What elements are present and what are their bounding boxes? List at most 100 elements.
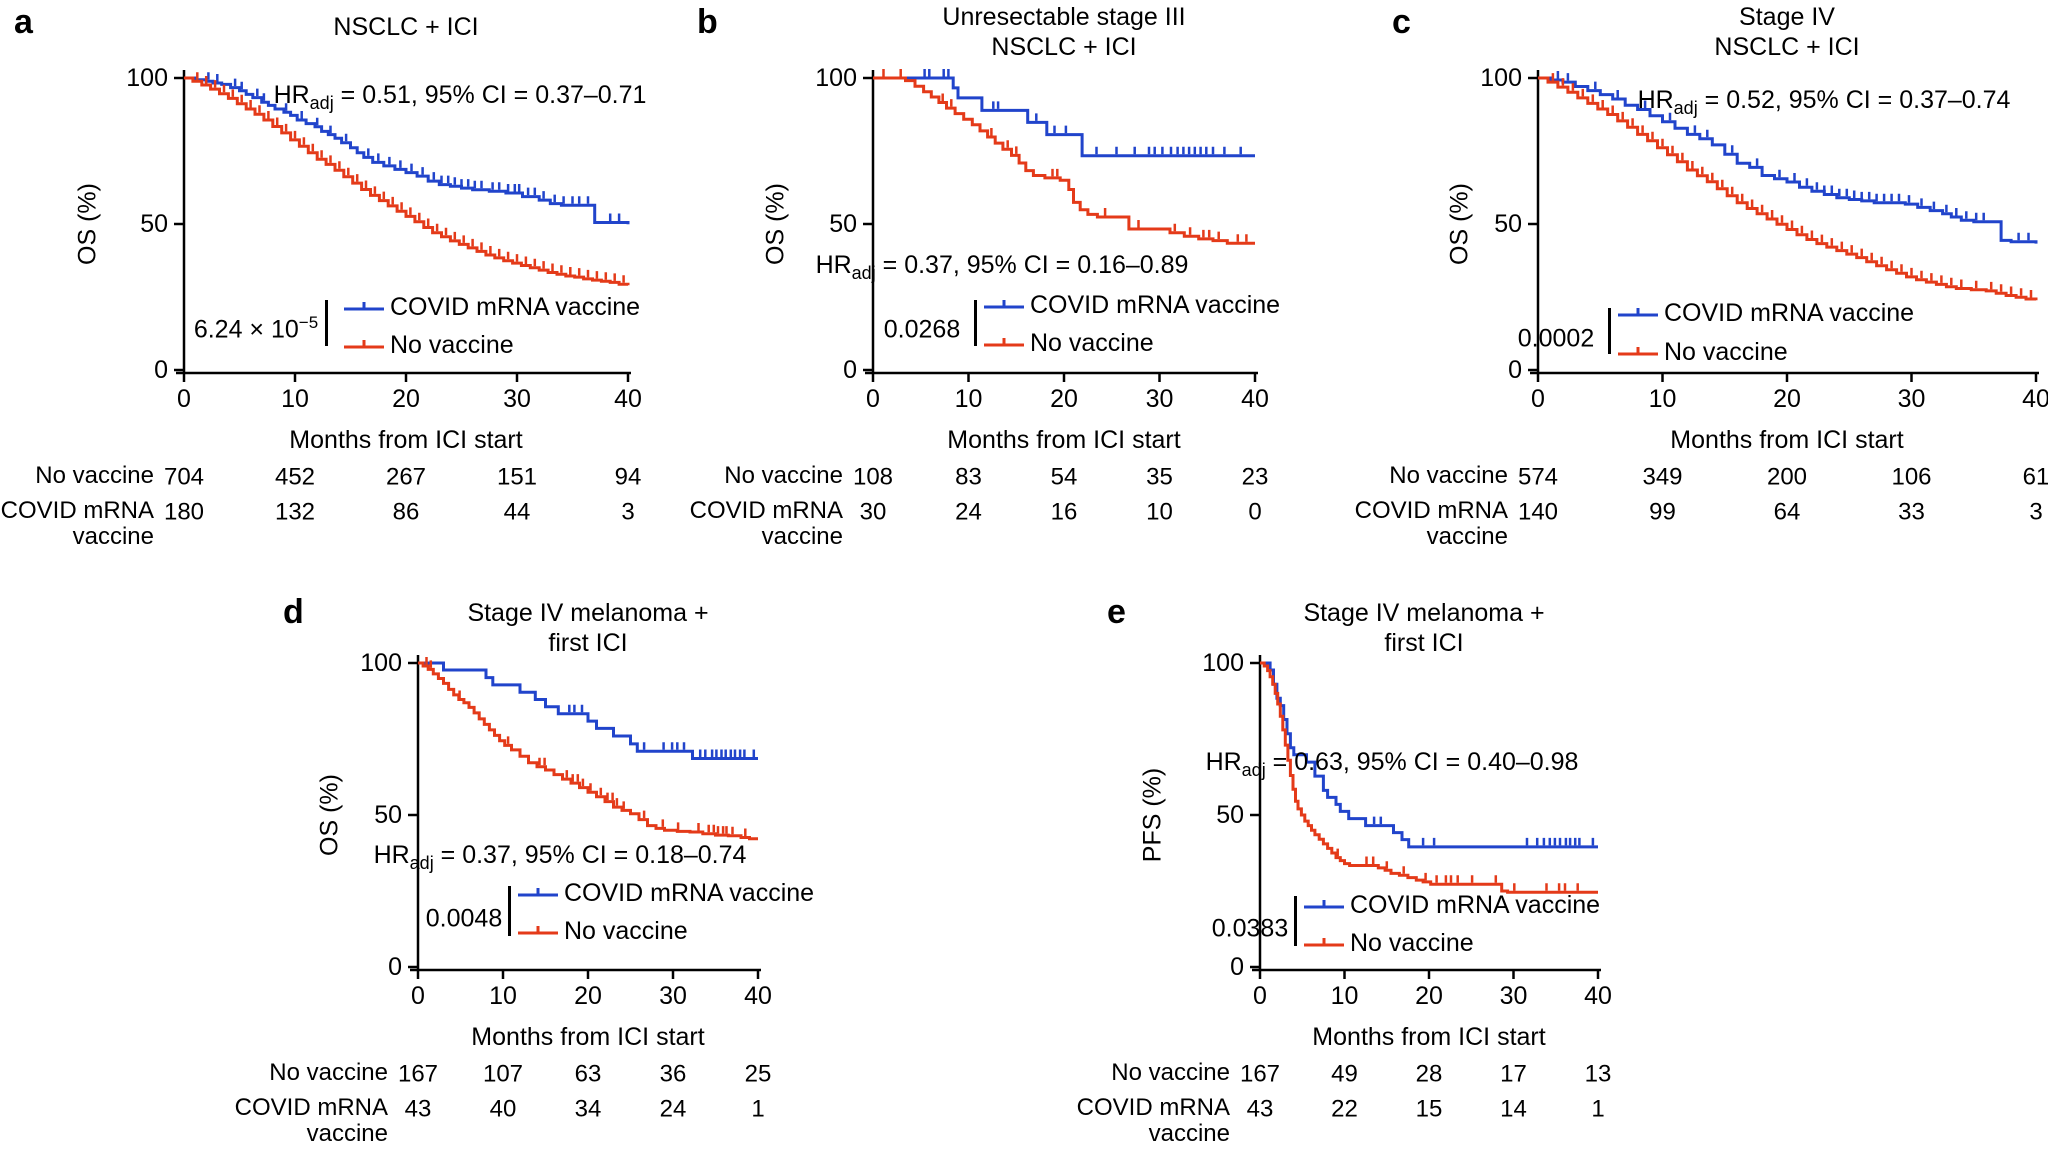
risk-count-vaccine: 1 bbox=[1591, 1096, 1604, 1123]
risk-count-no-vaccine: 167 bbox=[398, 1061, 438, 1088]
x-tick-label: 10 bbox=[1649, 385, 1677, 413]
legend-label-no-vaccine: No vaccine bbox=[1664, 338, 1788, 366]
risk-row-label-no-vaccine: No vaccine bbox=[269, 1059, 388, 1086]
risk-count-vaccine: 43 bbox=[1247, 1096, 1274, 1123]
risk-count-no-vaccine: 54 bbox=[1051, 464, 1078, 491]
risk-count-vaccine: 34 bbox=[575, 1096, 602, 1123]
y-axis-label: OS (%) bbox=[761, 183, 790, 265]
p-value: 0.0383 bbox=[1211, 914, 1289, 943]
risk-row-label-vaccine-line2: vaccine bbox=[761, 523, 843, 550]
risk-row-label-vaccine-line2: vaccine bbox=[72, 523, 154, 550]
censor-ticks-vaccine bbox=[1372, 816, 1595, 846]
x-tick-label: 10 bbox=[489, 982, 517, 1010]
x-axis-label: Months from ICI start bbox=[947, 426, 1181, 454]
y-tick-label: 0 bbox=[1230, 953, 1244, 981]
y-tick-label: 100 bbox=[360, 649, 402, 677]
x-tick-label: 0 bbox=[1531, 385, 1545, 413]
risk-count-vaccine: 24 bbox=[955, 499, 982, 526]
censor-ticks-vaccine bbox=[923, 69, 1242, 155]
x-tick-label: 20 bbox=[1773, 385, 1801, 413]
x-tick-label: 0 bbox=[1253, 982, 1267, 1010]
p-value: 6.24 × 10−5 bbox=[193, 313, 319, 344]
risk-count-vaccine: 86 bbox=[393, 499, 420, 526]
legend-label-vaccine: COVID mRNA vaccine bbox=[1664, 299, 1915, 327]
p-value-bracket bbox=[1608, 308, 1611, 354]
risk-row-label-vaccine-line1: COVID mRNA bbox=[1076, 1094, 1230, 1121]
risk-row-label-vaccine-line1: COVID mRNA bbox=[0, 497, 154, 524]
panel-letter: d bbox=[283, 593, 304, 631]
hr-annotation: HRadj = 0.63, 95% CI = 0.40–0.98 bbox=[1205, 748, 1579, 780]
risk-count-vaccine: 99 bbox=[1649, 499, 1676, 526]
km-curve-vaccine bbox=[873, 76, 1255, 158]
risk-row-label-no-vaccine: No vaccine bbox=[1111, 1059, 1230, 1086]
x-tick-label: 10 bbox=[1331, 982, 1359, 1010]
y-axis-label: OS (%) bbox=[1445, 183, 1474, 265]
risk-count-vaccine: 3 bbox=[2029, 499, 2042, 526]
legend-marker-vaccine bbox=[1304, 900, 1344, 909]
y-axis-label: OS (%) bbox=[315, 774, 344, 856]
risk-count-no-vaccine: 704 bbox=[164, 464, 204, 491]
x-axis-label: Months from ICI start bbox=[1670, 426, 1904, 454]
legend-label-no-vaccine: No vaccine bbox=[564, 917, 688, 945]
panel-title: NSCLC + ICI bbox=[333, 13, 479, 41]
risk-count-vaccine: 10 bbox=[1146, 499, 1173, 526]
legend-marker-vaccine bbox=[984, 300, 1024, 309]
risk-count-vaccine: 132 bbox=[275, 499, 315, 526]
risk-count-no-vaccine: 61 bbox=[2023, 464, 2048, 491]
x-tick-label: 0 bbox=[866, 385, 880, 413]
x-tick-label: 30 bbox=[1500, 982, 1528, 1010]
panel-title: Unresectable stage III NSCLC + ICI bbox=[942, 3, 1186, 61]
risk-count-no-vaccine: 36 bbox=[660, 1061, 687, 1088]
legend-marker-vaccine bbox=[518, 888, 558, 897]
x-tick-label: 40 bbox=[744, 982, 772, 1010]
risk-count-no-vaccine: 574 bbox=[1518, 464, 1558, 491]
km-curve-no_vaccine bbox=[1538, 76, 2038, 301]
p-value-bracket bbox=[974, 300, 977, 346]
hr-annotation: HRadj = 0.37, 95% CI = 0.18–0.74 bbox=[373, 841, 747, 873]
y-axis-label: PFS (%) bbox=[1138, 767, 1167, 863]
censor-ticks-vaccine bbox=[568, 704, 756, 757]
p-value: 0.0002 bbox=[1517, 324, 1595, 353]
panel-title: Stage IV melanoma + first ICI bbox=[1303, 599, 1545, 657]
y-tick-label: 50 bbox=[1216, 801, 1244, 829]
risk-row-label-vaccine-line2: vaccine bbox=[306, 1120, 388, 1147]
axes-panel-a bbox=[176, 70, 631, 375]
x-tick-label: 40 bbox=[1584, 982, 1612, 1010]
legend-marker-no-vaccine bbox=[344, 340, 384, 349]
legend-marker-vaccine bbox=[1618, 308, 1658, 317]
risk-count-no-vaccine: 349 bbox=[1642, 464, 1682, 491]
km-curve-vaccine bbox=[418, 661, 758, 760]
panel-letter: c bbox=[1392, 3, 1411, 41]
legend-marker-no-vaccine bbox=[518, 926, 558, 935]
risk-count-vaccine: 0 bbox=[1248, 499, 1261, 526]
legend-marker-no-vaccine bbox=[1618, 347, 1658, 356]
risk-count-vaccine: 44 bbox=[504, 499, 531, 526]
risk-count-vaccine: 40 bbox=[490, 1096, 517, 1123]
p-value-bracket bbox=[1294, 896, 1297, 946]
y-tick-label: 50 bbox=[374, 801, 402, 829]
risk-count-no-vaccine: 83 bbox=[955, 464, 982, 491]
risk-count-no-vaccine: 167 bbox=[1240, 1061, 1280, 1088]
risk-count-vaccine: 3 bbox=[621, 499, 634, 526]
censor-ticks-vaccine bbox=[1556, 71, 2030, 241]
legend-label-no-vaccine: No vaccine bbox=[1030, 329, 1154, 357]
y-tick-label: 100 bbox=[1202, 649, 1244, 677]
risk-row-label-no-vaccine: No vaccine bbox=[1389, 462, 1508, 489]
y-tick-label: 0 bbox=[154, 356, 168, 384]
risk-row-label-vaccine-line1: COVID mRNA bbox=[689, 497, 843, 524]
risk-count-no-vaccine: 13 bbox=[1585, 1061, 1612, 1088]
hr-annotation: HRadj = 0.52, 95% CI = 0.37–0.74 bbox=[1637, 86, 2011, 118]
risk-count-no-vaccine: 452 bbox=[275, 464, 315, 491]
risk-count-vaccine: 1 bbox=[751, 1096, 764, 1123]
censor-ticks-no_vaccine bbox=[1551, 73, 2033, 298]
x-tick-label: 40 bbox=[2022, 385, 2048, 413]
censor-ticks-no_vaccine bbox=[882, 69, 1248, 242]
risk-count-vaccine: 14 bbox=[1500, 1096, 1527, 1123]
axes-panel-e bbox=[1252, 655, 1601, 972]
x-axis-label: Months from ICI start bbox=[289, 426, 523, 454]
hr-annotation: HRadj = 0.51, 95% CI = 0.37–0.71 bbox=[273, 81, 647, 113]
x-tick-label: 20 bbox=[574, 982, 602, 1010]
risk-count-no-vaccine: 17 bbox=[1500, 1061, 1527, 1088]
x-tick-label: 20 bbox=[392, 385, 420, 413]
